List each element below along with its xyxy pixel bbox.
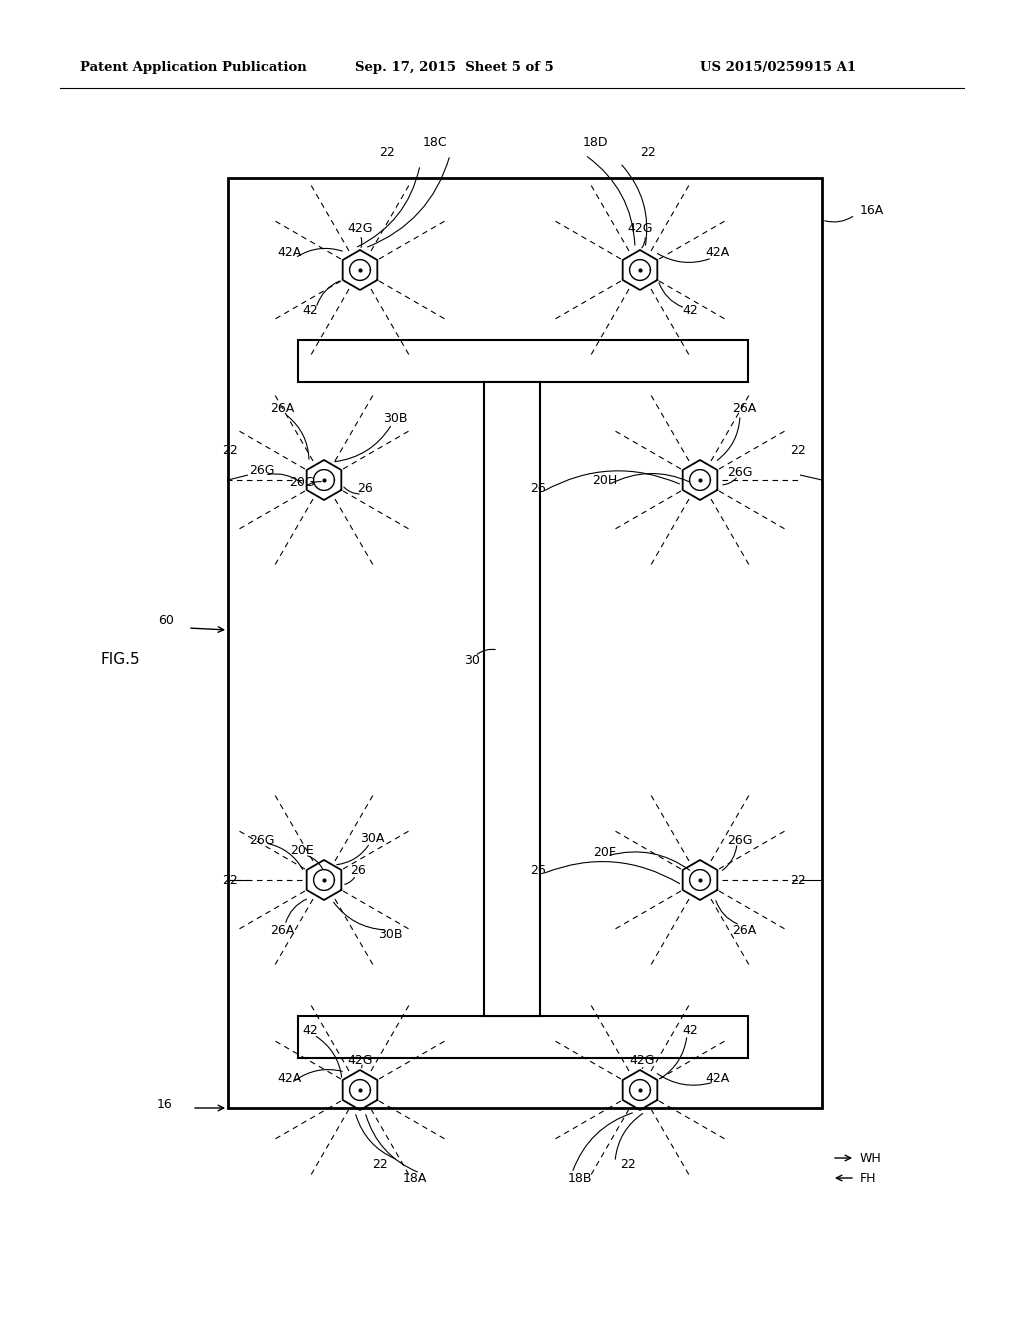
Bar bbox=[484, 381, 540, 1016]
Text: 42G: 42G bbox=[347, 1053, 373, 1067]
Text: 26G: 26G bbox=[727, 466, 753, 479]
Text: 16A: 16A bbox=[860, 203, 885, 216]
Text: 42G: 42G bbox=[628, 222, 652, 235]
Text: 26G: 26G bbox=[249, 833, 274, 846]
Text: 22: 22 bbox=[222, 444, 238, 457]
Text: 42G: 42G bbox=[347, 222, 373, 235]
Text: 22: 22 bbox=[222, 874, 238, 887]
Text: 26A: 26A bbox=[732, 924, 756, 936]
Text: 26: 26 bbox=[357, 482, 373, 495]
Text: 42: 42 bbox=[302, 304, 317, 317]
Text: 18B: 18B bbox=[567, 1172, 592, 1184]
Text: 42: 42 bbox=[682, 1023, 698, 1036]
Text: 20F: 20F bbox=[594, 846, 616, 858]
Text: US 2015/0259915 A1: US 2015/0259915 A1 bbox=[700, 62, 856, 74]
Text: 20E: 20E bbox=[290, 843, 314, 857]
Text: 30: 30 bbox=[464, 653, 480, 667]
Text: 26G: 26G bbox=[249, 463, 274, 477]
Text: 42: 42 bbox=[302, 1023, 317, 1036]
Text: WH: WH bbox=[860, 1151, 882, 1164]
Text: 26: 26 bbox=[350, 863, 366, 876]
Text: 42A: 42A bbox=[706, 246, 730, 259]
Text: 60: 60 bbox=[158, 614, 174, 627]
Text: 18D: 18D bbox=[583, 136, 608, 149]
Text: 20G: 20G bbox=[289, 475, 314, 488]
Text: Sep. 17, 2015  Sheet 5 of 5: Sep. 17, 2015 Sheet 5 of 5 bbox=[355, 62, 554, 74]
Text: FIG.5: FIG.5 bbox=[100, 652, 139, 668]
Text: 22: 22 bbox=[640, 145, 655, 158]
Text: 26G: 26G bbox=[727, 833, 753, 846]
Text: 22: 22 bbox=[621, 1159, 636, 1172]
Bar bbox=[228, 178, 822, 1107]
Text: 42G: 42G bbox=[630, 1053, 654, 1067]
Bar bbox=[298, 1016, 748, 1059]
Text: 26A: 26A bbox=[270, 401, 294, 414]
Text: 30B: 30B bbox=[378, 928, 402, 941]
Text: 18C: 18C bbox=[423, 136, 447, 149]
Text: 20H: 20H bbox=[592, 474, 617, 487]
Text: 26A: 26A bbox=[270, 924, 294, 936]
Text: 26A: 26A bbox=[732, 401, 756, 414]
Bar bbox=[298, 341, 748, 381]
Text: 42A: 42A bbox=[278, 246, 302, 259]
Text: 42: 42 bbox=[682, 304, 698, 317]
Text: 22: 22 bbox=[790, 874, 806, 887]
Text: 42A: 42A bbox=[278, 1072, 302, 1085]
Text: 22: 22 bbox=[790, 444, 806, 457]
Text: 26: 26 bbox=[530, 863, 546, 876]
Text: 30B: 30B bbox=[383, 412, 408, 425]
Text: 30A: 30A bbox=[359, 832, 384, 845]
Text: 16: 16 bbox=[157, 1098, 172, 1111]
Text: 22: 22 bbox=[372, 1159, 388, 1172]
Text: 26: 26 bbox=[530, 482, 546, 495]
Text: 18A: 18A bbox=[402, 1172, 427, 1184]
Text: FH: FH bbox=[860, 1172, 877, 1184]
Text: Patent Application Publication: Patent Application Publication bbox=[80, 62, 307, 74]
Text: 42A: 42A bbox=[706, 1072, 730, 1085]
Text: 22: 22 bbox=[379, 145, 395, 158]
